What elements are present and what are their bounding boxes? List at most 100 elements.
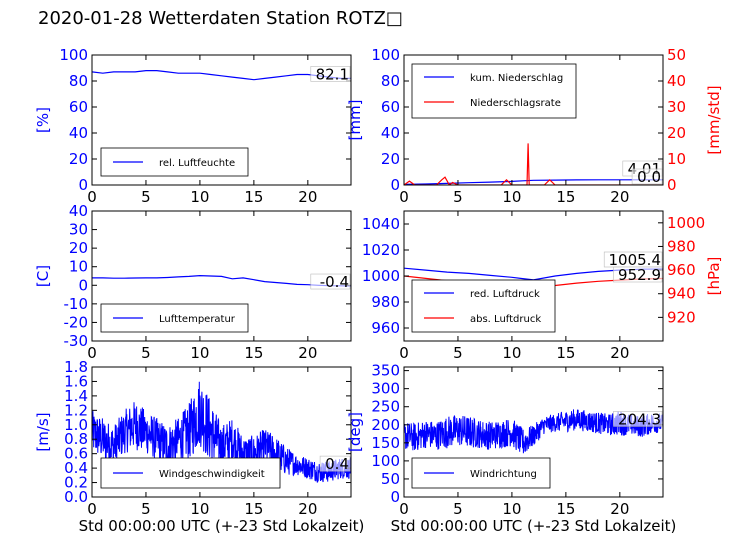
y-tick-label: 30 [69, 221, 88, 239]
y-tick-label: -10 [64, 295, 89, 313]
legend: kum. Niederschlag Niederschlagsrate [411, 63, 577, 119]
x-tick-label: 5 [453, 188, 463, 206]
y-tick-label: 100 [371, 452, 400, 470]
y-tick-label: 100 [371, 46, 400, 64]
x-tick-label: 0 [87, 188, 97, 206]
plot-frame [91, 210, 352, 342]
x-tick-label: 5 [453, 344, 463, 362]
y2-tick-label: 940 [667, 285, 696, 303]
y-tick-label: 150 [371, 434, 400, 452]
y2-axis-label: [mm/std] [705, 85, 723, 154]
legend-box [411, 279, 556, 333]
value-box [613, 411, 663, 427]
series-group [92, 69, 351, 81]
page-title: 2020-01-28 Wetterdaten Station ROTZ□ [38, 8, 403, 29]
series-group [404, 143, 663, 185]
y-tick-label: 200 [371, 416, 400, 434]
value-box [310, 273, 351, 290]
y2-tick-label: 1000 [667, 214, 705, 232]
legend-label: Windgeschwindigkeit [159, 469, 265, 480]
y-tick-label: -20 [64, 313, 89, 331]
y-tick-label: 1000 [362, 267, 400, 285]
x-tick-label: 20 [610, 188, 629, 206]
plot-frame [403, 366, 664, 498]
legend-label: red. Luftdruck [470, 289, 540, 300]
y-tick-label: -30 [64, 332, 89, 350]
current-value-label: -0.4 [320, 273, 349, 291]
y-tick-label: 1.6 [64, 372, 88, 390]
x-tick-label: 15 [556, 188, 575, 206]
y-tick-label: 1040 [362, 215, 400, 233]
y-tick-label: 60 [381, 98, 400, 116]
x-tick-label: 15 [556, 500, 575, 518]
y-tick-label: 80 [381, 72, 400, 90]
series-line-1 [404, 143, 663, 185]
y-tick-label: 10 [69, 258, 88, 276]
y-tick-label: 40 [69, 202, 88, 220]
y2-tick-label: 20 [667, 124, 686, 142]
y-axis-label: [mm] [346, 100, 364, 141]
plot-frame [91, 54, 352, 186]
y-tick-label: 350 [371, 362, 400, 380]
legend: rel. Luftfeuchte [100, 147, 249, 177]
y-tick-label: 0 [390, 488, 400, 506]
y-tick-label: 1020 [362, 241, 400, 259]
series-line-0 [92, 274, 351, 287]
plot-frame [403, 54, 664, 186]
series-line-0 [404, 179, 663, 185]
x-tick-label: 10 [502, 344, 521, 362]
y2-axis-label: [hPa] [705, 257, 723, 296]
y-tick-label: 960 [371, 319, 400, 337]
current-value-label: 0.4 [325, 455, 349, 473]
series-group [92, 274, 351, 287]
y-axis-label: [m/s] [34, 412, 52, 451]
x-tick-label: 5 [141, 500, 151, 518]
y-tick-label: 250 [371, 398, 400, 416]
y-axis-label: [deg] [346, 412, 364, 452]
y2-tick-label: 980 [667, 237, 696, 255]
y-tick-label: 1.4 [64, 387, 88, 405]
legend-label: rel. Luftfeuchte [159, 158, 235, 169]
y-tick-label: 60 [69, 98, 88, 116]
current-value-label: 82.1 [316, 65, 349, 83]
x-tick-label: 20 [610, 500, 629, 518]
y2-tick-label: 0 [667, 176, 677, 194]
chart-precip: 0 5 10 15 20 0 20 40 60 80 100 0 10 20 30 40 50 [mm] [mm/s… [346, 46, 723, 206]
x-tick-label: 0 [399, 188, 409, 206]
chart-temperature: 0 5 10 15 20-30-20-10010203040[C]Lufttempera… [34, 202, 352, 362]
y-tick-label: 1.8 [64, 358, 88, 376]
y2-tick-label: 960 [667, 261, 696, 279]
legend: Windrichtung [411, 457, 551, 489]
x-tick-label: 10 [502, 500, 521, 518]
chart-humidity: 0 5 10 15 20 0 20 40 60 80 100 [%] rel. Luftfeuchte 8… [34, 46, 352, 206]
x-tick-label: 0 [87, 500, 97, 518]
x-axis-label: Std 00:00:00 UTC (+-23 Std Lokalzeit) [79, 517, 365, 535]
legend-label: abs. Luftdruck [470, 314, 541, 325]
current-value-label: 204.3 [618, 410, 661, 428]
x-tick-label: 15 [244, 500, 263, 518]
y-axis-label: [%] [34, 107, 52, 133]
current-value-label: 952.9 [618, 266, 661, 284]
y-tick-label: 0 [78, 176, 88, 194]
y-tick-label: 20 [381, 150, 400, 168]
y2-tick-label: 920 [667, 308, 696, 326]
legend-label: Niederschlagsrate [470, 98, 561, 109]
y-tick-label: 20 [69, 239, 88, 257]
legend-label: Windrichtung [470, 469, 537, 480]
y2-tick-label: 50 [667, 46, 686, 64]
y-tick-label: 40 [381, 124, 400, 142]
y-tick-label: 0 [78, 276, 88, 294]
y-tick-label: 0.8 [64, 430, 88, 448]
y2-tick-label: 30 [667, 98, 686, 116]
x-tick-label: 5 [141, 188, 151, 206]
y-tick-label: 40 [69, 124, 88, 142]
legend-label: Lufttemperatur [159, 314, 236, 325]
y-tick-label: 20 [69, 150, 88, 168]
y-tick-label: 1.2 [64, 401, 88, 419]
y-tick-label: 980 [371, 293, 400, 311]
legend-box [411, 63, 577, 119]
x-tick-label: 15 [556, 344, 575, 362]
x-axis-label: Std 00:00:00 UTC (+-23 Std Lokalzeit) [391, 517, 677, 535]
